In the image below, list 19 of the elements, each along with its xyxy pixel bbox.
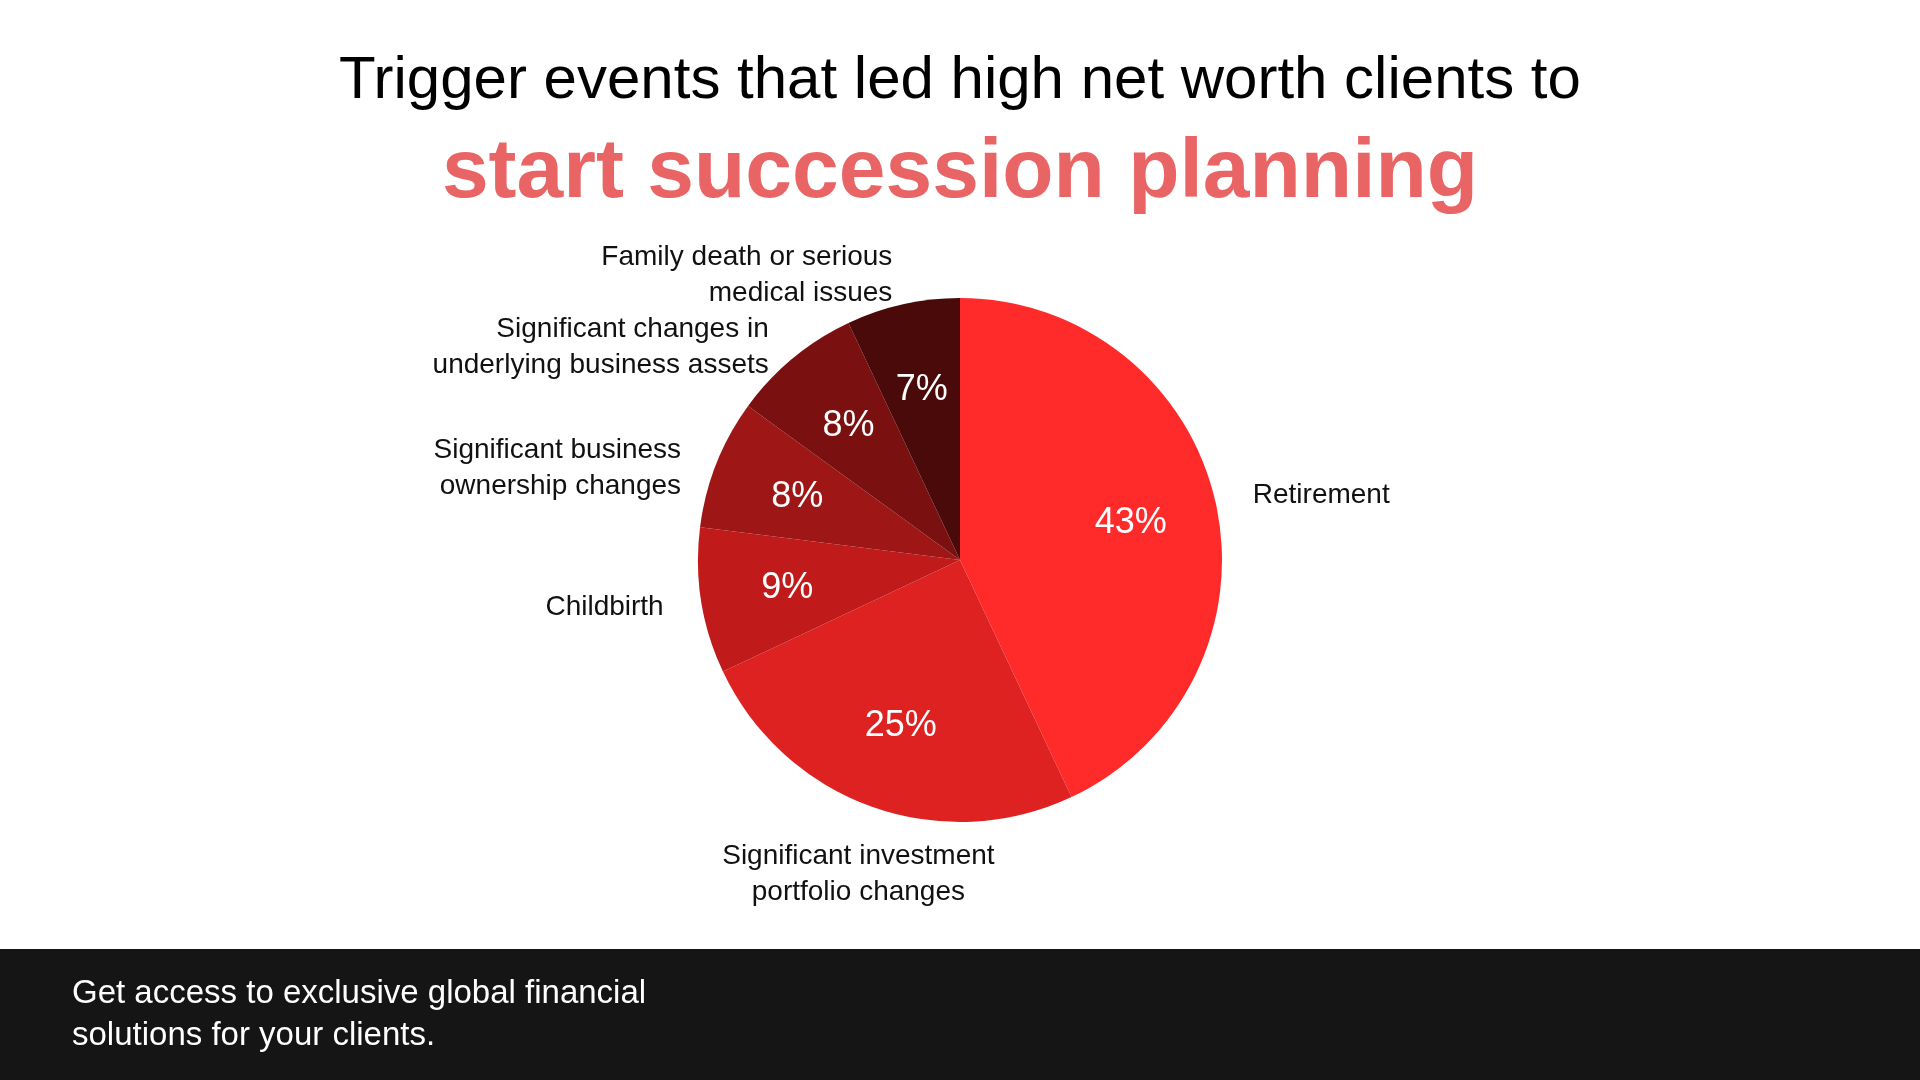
slice-label: Significant business ownership changes — [433, 432, 682, 500]
slice-label: Significant changes in underlying business assets — [432, 311, 769, 379]
data-label: 8% — [771, 473, 824, 515]
pie-slice — [698, 527, 960, 672]
text: Get access to exclusive global financial solutions for your clients. — [72, 972, 648, 1054]
chart-subtitle: start succession planning — [441, 121, 1479, 215]
data-label: 9% — [761, 565, 814, 607]
chart-title: Trigger events that led high net worth clients to — [339, 44, 1581, 111]
slice-label: Significant investment portfolio changes — [722, 839, 995, 907]
slice-label: Retirement — [1252, 477, 1390, 509]
data-label: 7% — [895, 367, 948, 409]
slice-label: Family death or serious medical issues — [601, 240, 893, 308]
data-label: 43% — [1094, 499, 1167, 541]
pie-slice — [722, 560, 1072, 822]
pie-slice — [960, 298, 1222, 798]
data-label: 25% — [864, 702, 937, 744]
slice-label: Childbirth — [545, 589, 664, 621]
pie-slice — [700, 406, 960, 560]
data-label: 8% — [822, 403, 875, 445]
